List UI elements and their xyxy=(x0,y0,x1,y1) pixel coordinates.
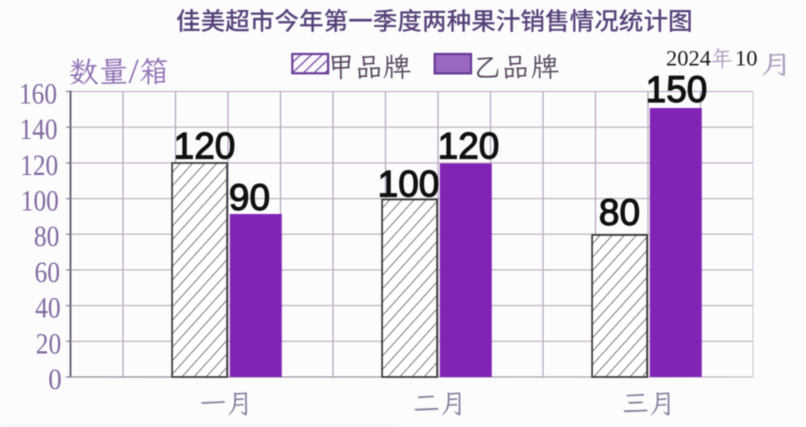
svg-text:90: 90 xyxy=(229,177,270,218)
svg-text:120: 120 xyxy=(174,126,236,167)
svg-text:40: 40 xyxy=(35,293,61,325)
svg-text:60: 60 xyxy=(35,257,61,289)
svg-text:120: 120 xyxy=(20,150,58,182)
svg-text:80: 80 xyxy=(599,192,640,233)
svg-text:0: 0 xyxy=(48,364,62,396)
svg-text:80: 80 xyxy=(34,221,60,253)
svg-text:140: 140 xyxy=(20,114,58,146)
svg-text:120: 120 xyxy=(438,126,500,167)
svg-text:10: 10 xyxy=(735,46,758,71)
svg-text:160: 160 xyxy=(19,79,57,111)
svg-text:20: 20 xyxy=(36,328,62,360)
svg-text:100: 100 xyxy=(378,164,440,205)
svg-text:100: 100 xyxy=(21,186,59,218)
svg-text:2024: 2024 xyxy=(666,46,711,71)
svg-text:150: 150 xyxy=(646,69,708,110)
